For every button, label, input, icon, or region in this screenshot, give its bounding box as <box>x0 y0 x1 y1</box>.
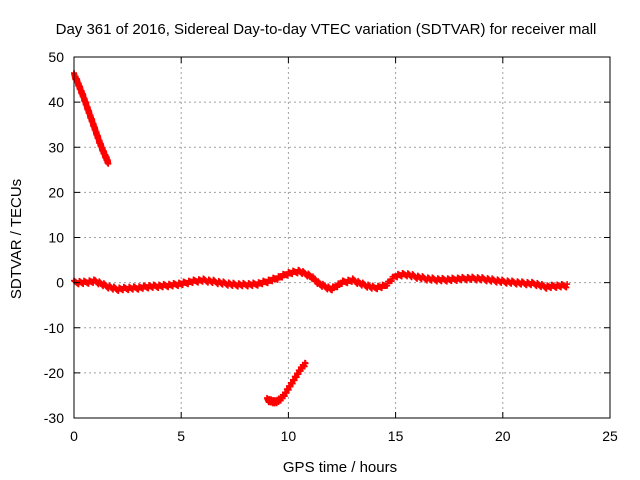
x-tick-label: 0 <box>70 428 78 444</box>
x-tick-label: 20 <box>495 428 511 444</box>
data-point <box>105 160 112 167</box>
chart-title: Day 361 of 2016, Sidereal Day-to-day VTE… <box>56 21 597 38</box>
series-arc-main <box>71 266 571 294</box>
x-tick-label: 25 <box>602 428 618 444</box>
plot-frame <box>73 56 611 419</box>
tick-labels: 0 5 10 15 20 25 -30 -20 -10 0 10 20 30 40 50 <box>44 49 618 444</box>
y-axis-label: SDTVAR / TECUs <box>8 179 25 299</box>
y-tick-label: -10 <box>44 320 64 336</box>
x-tick-label: 5 <box>177 428 185 444</box>
x-axis-label: GPS time / hours <box>283 459 397 476</box>
x-tick-label: 15 <box>388 428 404 444</box>
y-tick-label: 30 <box>48 139 64 155</box>
y-tick-label: 20 <box>48 184 64 200</box>
data-point <box>302 360 309 367</box>
data-points <box>71 70 571 407</box>
x-tick-label: 10 <box>281 428 297 444</box>
y-tick-label: -30 <box>44 410 64 426</box>
y-tick-label: -20 <box>44 365 64 381</box>
y-tick-label: 0 <box>56 275 64 291</box>
series-arc-low <box>263 359 309 407</box>
y-tick-label: 50 <box>48 49 64 65</box>
series-arc-high <box>71 70 112 167</box>
y-tick-label: 10 <box>48 230 64 246</box>
y-tick-label: 40 <box>48 94 64 110</box>
data-point <box>564 281 571 288</box>
